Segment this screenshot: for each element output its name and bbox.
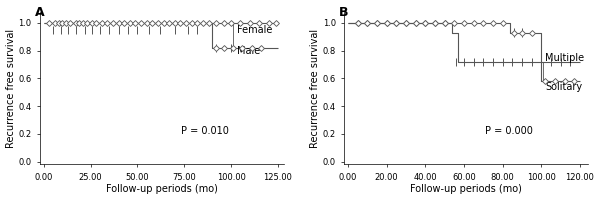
Text: B: B (339, 6, 349, 19)
Text: Male: Male (237, 46, 260, 56)
Text: P = 0.000: P = 0.000 (486, 126, 533, 136)
X-axis label: Follow-up periods (mo): Follow-up periods (mo) (106, 184, 218, 194)
X-axis label: Follow-up periods (mo): Follow-up periods (mo) (410, 184, 522, 194)
Text: P = 0.010: P = 0.010 (182, 126, 229, 136)
Text: Multiple: Multiple (545, 53, 584, 63)
Y-axis label: Recurrence free survival: Recurrence free survival (310, 28, 320, 148)
Y-axis label: Recurrence free survival: Recurrence free survival (5, 28, 16, 148)
Text: Female: Female (237, 25, 272, 35)
Text: A: A (35, 6, 44, 19)
Text: Solitary: Solitary (545, 82, 582, 92)
